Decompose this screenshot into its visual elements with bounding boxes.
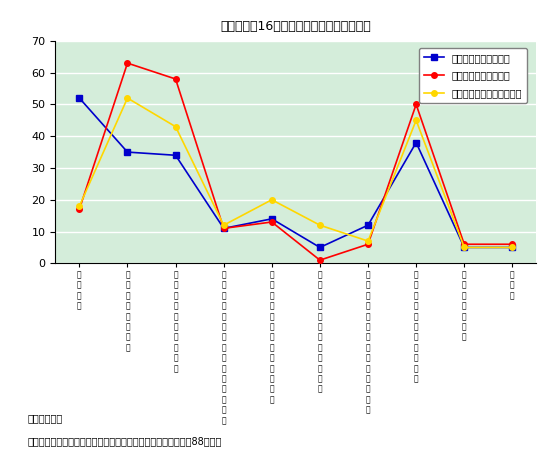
- Title: 第１－３－16図　海外との共同研究の目的: 第１－３－16図 海外との共同研究の目的: [221, 20, 371, 33]
- Text: 資料：科学技術庁「民間企業の研究活動に関する調査」（平成88年度）: 資料：科学技術庁「民間企業の研究活動に関する調査」（平成88年度）: [28, 436, 222, 446]
- 外国大学との傖同研究: [76, 207, 83, 212]
- 外国大学との傖同研究: [413, 102, 419, 107]
- 外国企業との共同研究: [461, 245, 467, 250]
- Line: 外国研究機関との共同研究: 外国研究機関との共同研究: [76, 95, 515, 250]
- 外国研究機関との共同研究: [172, 124, 179, 129]
- 外国大学との傖同研究: [461, 242, 467, 247]
- 外国大学との傖同研究: [316, 257, 323, 263]
- 外国企業との共同研究: [76, 95, 83, 101]
- Line: 外国大学との傖同研究: 外国大学との傖同研究: [76, 60, 515, 263]
- 外国大学との傖同研究: [220, 226, 227, 231]
- 外国大学との傖同研究: [268, 219, 275, 225]
- 外国企業との共同研究: [316, 245, 323, 250]
- 外国企業との共同研究: [268, 216, 275, 222]
- 外国大学との傖同研究: [172, 76, 179, 82]
- 外国研究機関との共同研究: [316, 222, 323, 228]
- 外国研究機関との共同研究: [220, 222, 227, 228]
- Line: 外国企業との共同研究: 外国企業との共同研究: [76, 95, 515, 250]
- 外国研究機関との共同研究: [268, 197, 275, 202]
- 外国企業との共同研究: [220, 226, 227, 231]
- 外国大学との傖同研究: [509, 242, 515, 247]
- 外国企業との共同研究: [413, 140, 419, 145]
- 外国企業との共同研究: [509, 245, 515, 250]
- 外国大学との傖同研究: [365, 242, 372, 247]
- 外国研究機関との共同研究: [124, 95, 131, 101]
- 外国研究機関との共同研究: [76, 203, 83, 209]
- 外国研究機関との共同研究: [413, 118, 419, 123]
- 外国研究機関との共同研究: [365, 238, 372, 244]
- Text: 注）複数回答: 注）複数回答: [28, 413, 63, 423]
- 外国研究機関との共同研究: [509, 245, 515, 250]
- Legend: 外国企業との共同研究, 外国大学との傖同研究, 外国研究機関との共同研究: 外国企業との共同研究, 外国大学との傖同研究, 外国研究機関との共同研究: [419, 48, 527, 103]
- 外国企業との共同研究: [172, 153, 179, 158]
- 外国大学との傖同研究: [124, 60, 131, 66]
- 外国企業との共同研究: [124, 149, 131, 155]
- 外国企業との共同研究: [365, 222, 372, 228]
- 外国研究機関との共同研究: [461, 245, 467, 250]
